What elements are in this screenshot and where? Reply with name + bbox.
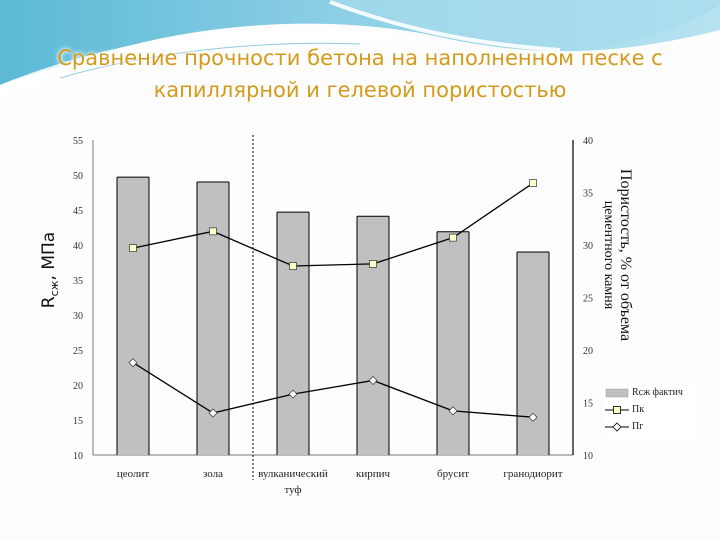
legend-label-bars: Rсж фактич (632, 387, 683, 398)
left-tick-label: 25 (73, 346, 83, 357)
diamond-marker (208, 408, 218, 418)
right-axis-title-line-1: Пористость, % от объема (617, 168, 634, 342)
right-tick-label: 20 (583, 346, 593, 357)
left-tick-label: 30 (73, 311, 83, 322)
right-axis-title: Пористость, % от объема цементного камня (588, 150, 646, 360)
right-tick-label: 35 (583, 189, 593, 200)
square-marker-icon (605, 405, 629, 414)
left-tick-label: 50 (73, 171, 83, 182)
line-Пг (132, 362, 534, 418)
left-tick-label: 35 (73, 276, 83, 287)
left-tick-label: 45 (73, 206, 83, 217)
category-label: кирпич (356, 468, 391, 480)
slide-background-waves (0, 0, 720, 95)
right-tick-label: 25 (583, 294, 593, 305)
right-tick-label: 15 (583, 399, 593, 410)
square-marker (289, 262, 297, 270)
diamond-marker (528, 412, 538, 422)
square-marker (129, 244, 137, 252)
category-label: туф (284, 484, 301, 496)
category-label: цеолит (117, 468, 150, 480)
square-marker (209, 227, 217, 236)
slide-title: Сравнение прочности бетона на наполненно… (0, 42, 720, 106)
title-line-1: Сравнение прочности бетона на наполненно… (57, 46, 663, 70)
right-axis-title-line-2: цементного камня (601, 200, 616, 310)
left-axis-title-unit: , МПа (38, 231, 59, 281)
left-tick-label: 10 (73, 451, 83, 462)
diamond-marker (448, 406, 458, 416)
right-tick-label: 40 (583, 136, 593, 147)
left-axis-title-main: R (38, 296, 59, 309)
bar (357, 216, 389, 455)
bar (117, 177, 149, 455)
legend-item-pk: Пк (604, 401, 696, 418)
left-tick-label: 15 (73, 416, 83, 427)
left-axis-title-sub: сж (48, 280, 62, 297)
bar (277, 212, 309, 455)
left-axis-title: Rсж, МПа (36, 205, 64, 335)
category-label: брусит (437, 468, 469, 480)
left-tick-label: 20 (73, 381, 83, 392)
category-label: вулканический (258, 468, 328, 480)
chart-legend: Rсж фактич Пк Пг (604, 384, 696, 438)
diamond-marker (128, 358, 138, 368)
square-marker (449, 233, 457, 242)
category-label: гранодиорит (503, 468, 562, 480)
legend-label-pk: Пк (632, 404, 645, 415)
bar (437, 231, 469, 455)
left-tick-label: 55 (73, 136, 83, 147)
line-Пк (132, 182, 534, 267)
diamond-marker (288, 389, 298, 399)
legend-item-pg: Пг (604, 418, 696, 435)
title-line-2: капиллярной и гелевой пористостью (153, 78, 567, 102)
square-marker (369, 260, 377, 268)
legend-label-pg: Пг (632, 421, 644, 432)
category-label: зола (203, 468, 223, 480)
right-tick-label: 30 (583, 241, 593, 252)
diamond-marker-icon (605, 421, 629, 432)
square-marker (529, 179, 537, 187)
left-tick-label: 40 (73, 241, 83, 252)
bar-swatch-icon (605, 388, 629, 397)
legend-item-bars: Rсж фактич (604, 384, 696, 401)
right-tick-label: 10 (583, 451, 593, 462)
bar (517, 252, 549, 455)
diamond-marker (368, 375, 378, 385)
